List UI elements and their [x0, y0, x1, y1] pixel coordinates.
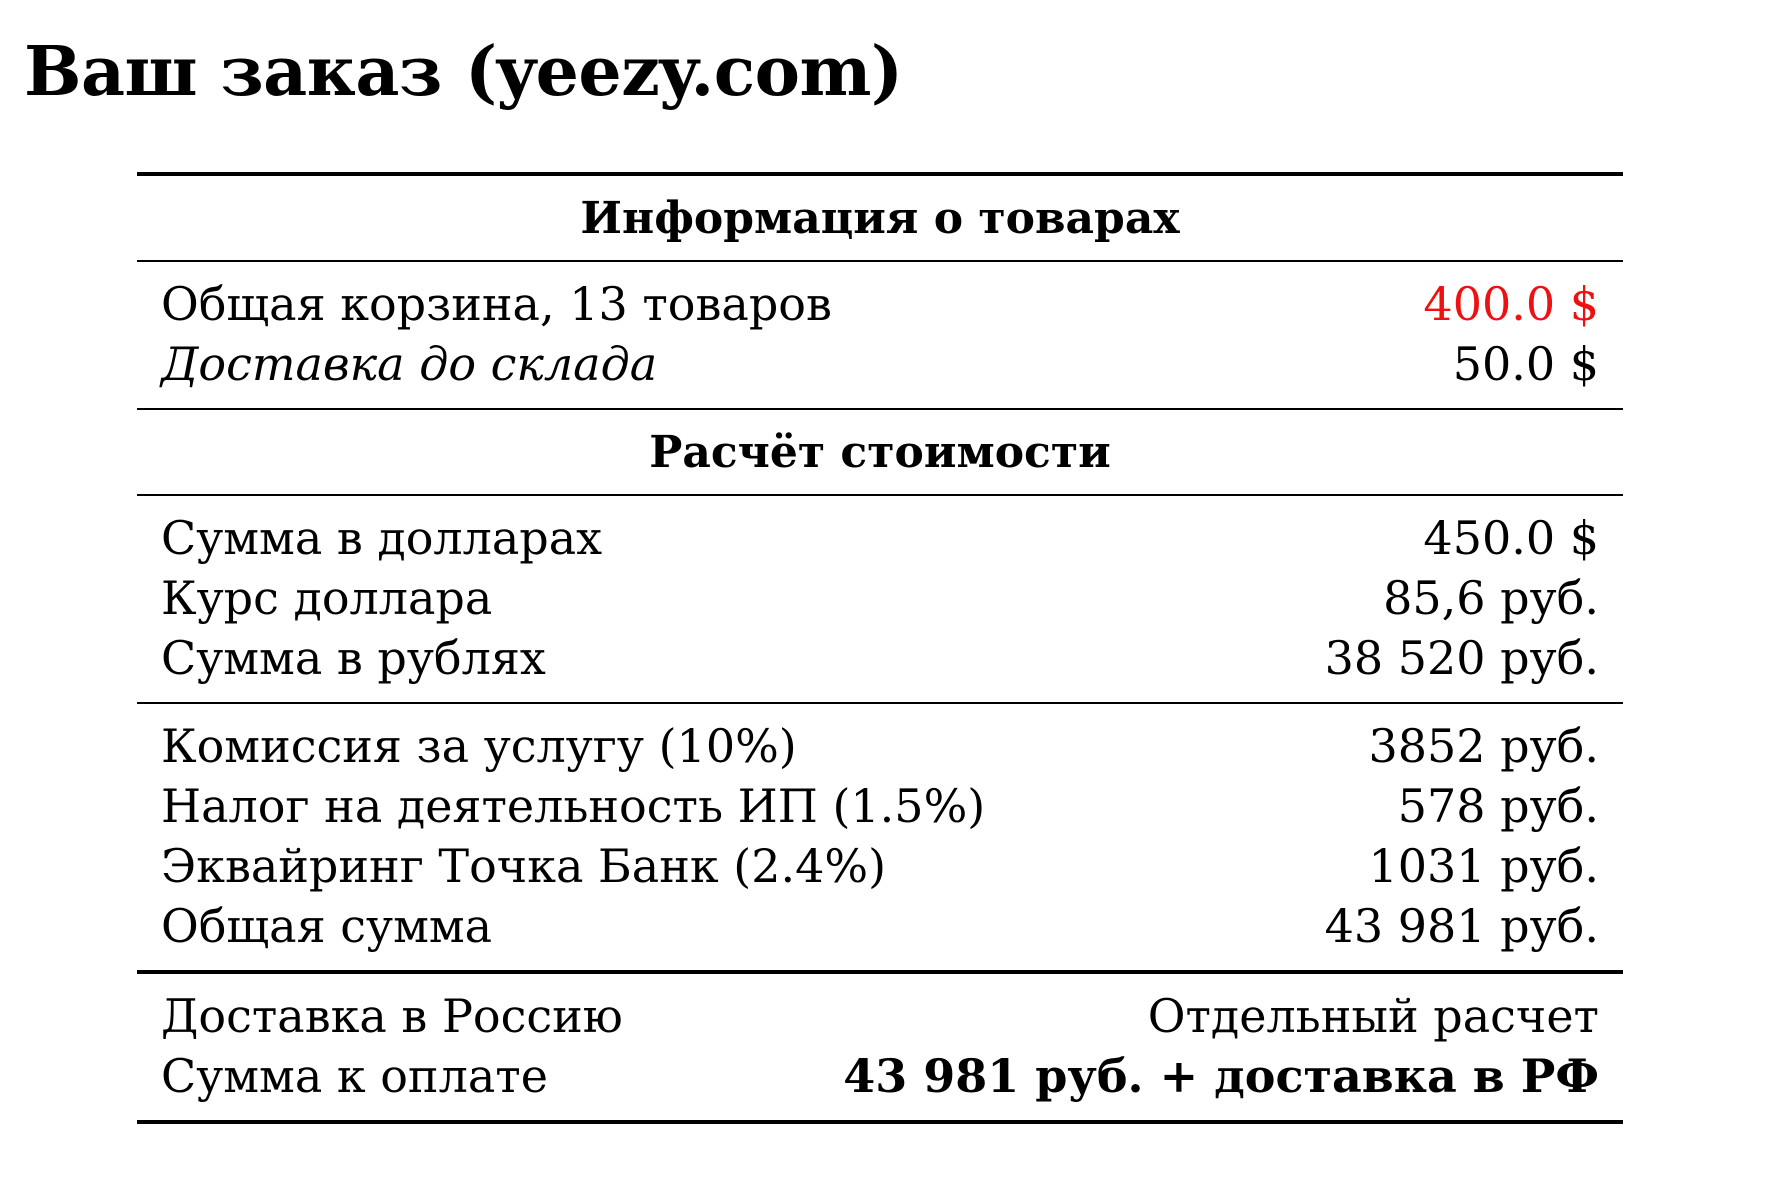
cart-total-row: Общая корзина, 13 товаров 400.0 $ — [137, 274, 1623, 334]
exchange-rate-value: 85,6 руб. — [1383, 571, 1599, 625]
calc-rows: Сумма в долларах 450.0 $ Курс доллара 85… — [137, 496, 1623, 702]
rub-sum-label: Сумма в рублях — [161, 631, 546, 685]
service-fee-value: 3852 руб. — [1368, 719, 1599, 773]
calc-section-heading: Расчёт стоимости — [649, 426, 1111, 478]
tax-label: Налог на деятельность ИП (1.5%) — [161, 779, 986, 833]
russia-delivery-row: Доставка в Россию Отдельный расчет — [137, 986, 1623, 1046]
tax-value: 578 руб. — [1397, 779, 1599, 833]
goods-rows: Общая корзина, 13 товаров 400.0 $ Достав… — [137, 262, 1623, 408]
russia-delivery-value: Отдельный расчет — [1147, 989, 1599, 1043]
acquiring-row: Эквайринг Точка Банк (2.4%) 1031 руб. — [137, 836, 1623, 896]
calc-bottom-rule — [137, 702, 1623, 704]
warehouse-delivery-value: 50.0 $ — [1452, 337, 1599, 391]
usd-sum-row: Сумма в долларах 450.0 $ — [137, 508, 1623, 568]
service-fee-row: Комиссия за услугу (10%) 3852 руб. — [137, 716, 1623, 776]
usd-sum-label: Сумма в долларах — [161, 511, 603, 565]
amount-due-row: Сумма к оплате 43 981 руб. + доставка в … — [137, 1046, 1623, 1106]
usd-sum-value: 450.0 $ — [1423, 511, 1599, 565]
order-summary-table: Информация о товарах Общая корзина, 13 т… — [137, 172, 1623, 1124]
subtotal-row: Общая сумма 43 981 руб. — [137, 896, 1623, 956]
rub-sum-row: Сумма в рублях 38 520 руб. — [137, 628, 1623, 688]
table-top-rule — [137, 172, 1623, 176]
goods-section-heading: Информация о товарах — [580, 192, 1180, 244]
goods-bottom-rule — [137, 408, 1623, 410]
acquiring-label: Эквайринг Точка Банк (2.4%) — [161, 839, 887, 893]
rub-sum-value: 38 520 руб. — [1324, 631, 1599, 685]
subtotal-label: Общая сумма — [161, 899, 493, 953]
warehouse-delivery-row: Доставка до склада 50.0 $ — [137, 334, 1623, 394]
total-rows: Доставка в Россию Отдельный расчет Сумма… — [137, 974, 1623, 1120]
subtotal-value: 43 981 руб. — [1324, 899, 1599, 953]
acquiring-value: 1031 руб. — [1368, 839, 1599, 893]
tax-row: Налог на деятельность ИП (1.5%) 578 руб. — [137, 776, 1623, 836]
table-bottom-rule — [137, 1120, 1623, 1124]
russia-delivery-label: Доставка в Россию — [161, 989, 623, 1043]
fee-rows: Комиссия за услугу (10%) 3852 руб. Налог… — [137, 704, 1623, 970]
amount-due-value: 43 981 руб. + доставка в РФ — [843, 1049, 1599, 1103]
warehouse-delivery-label: Доставка до склада — [161, 337, 658, 391]
exchange-rate-row: Курс доллара 85,6 руб. — [137, 568, 1623, 628]
fees-bottom-rule — [137, 970, 1623, 974]
service-fee-label: Комиссия за услугу (10%) — [161, 719, 797, 773]
exchange-rate-label: Курс доллара — [161, 571, 493, 625]
page-title: Ваш заказ (yeezy.com) — [24, 32, 903, 112]
cart-total-label: Общая корзина, 13 товаров — [161, 277, 832, 331]
amount-due-label: Сумма к оплате — [161, 1049, 548, 1103]
cart-total-value: 400.0 $ — [1423, 277, 1599, 331]
goods-heading-rule — [137, 260, 1623, 262]
calc-heading-rule — [137, 494, 1623, 496]
